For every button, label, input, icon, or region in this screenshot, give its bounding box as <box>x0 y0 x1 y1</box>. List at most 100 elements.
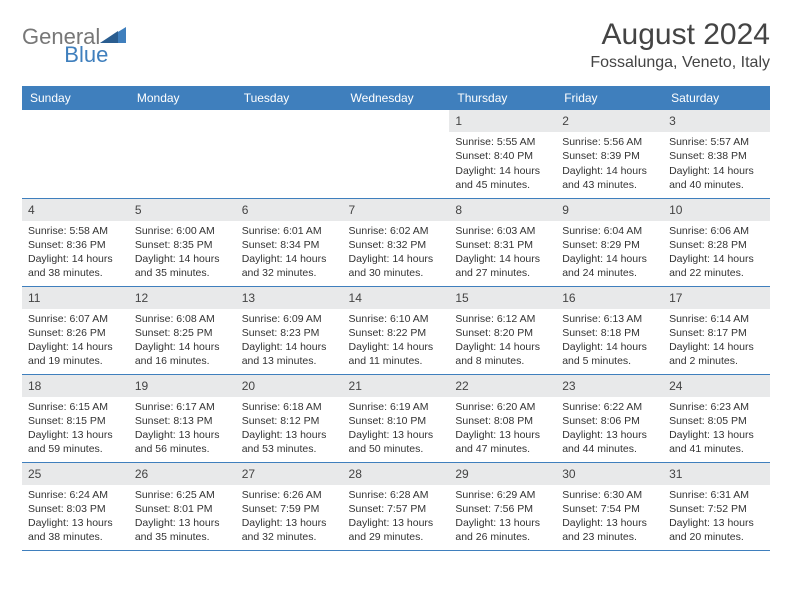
location-text: Fossalunga, Veneto, Italy <box>590 54 770 72</box>
calendar-day-cell: 8Sunrise: 6:03 AMSunset: 8:31 PMDaylight… <box>449 198 556 286</box>
sunset-line: Sunset: 7:54 PM <box>562 502 657 516</box>
sunrise-line: Sunrise: 6:03 AM <box>455 224 550 238</box>
sunrise-line: Sunrise: 5:56 AM <box>562 135 657 149</box>
calendar-day-cell: 14Sunrise: 6:10 AMSunset: 8:22 PMDayligh… <box>343 286 450 374</box>
calendar-day-cell <box>22 110 129 198</box>
calendar-day-cell: 28Sunrise: 6:28 AMSunset: 7:57 PMDayligh… <box>343 462 450 550</box>
calendar-day-cell: 5Sunrise: 6:00 AMSunset: 8:35 PMDaylight… <box>129 198 236 286</box>
weekday-header: Friday <box>556 86 663 110</box>
daylight-line: Daylight: 14 hours and 45 minutes. <box>455 164 550 192</box>
sunset-line: Sunset: 8:01 PM <box>135 502 230 516</box>
daylight-line: Daylight: 14 hours and 22 minutes. <box>669 252 764 280</box>
sunrise-line: Sunrise: 6:12 AM <box>455 312 550 326</box>
calendar-day-cell: 3Sunrise: 5:57 AMSunset: 8:38 PMDaylight… <box>663 110 770 198</box>
day-number: 31 <box>663 463 770 485</box>
daylight-line: Daylight: 13 hours and 44 minutes. <box>562 428 657 456</box>
day-number: 18 <box>22 375 129 397</box>
day-body: Sunrise: 6:13 AMSunset: 8:18 PMDaylight:… <box>556 309 663 373</box>
sunset-line: Sunset: 8:32 PM <box>349 238 444 252</box>
weekday-header: Sunday <box>22 86 129 110</box>
daylight-line: Daylight: 13 hours and 56 minutes. <box>135 428 230 456</box>
sunset-line: Sunset: 8:29 PM <box>562 238 657 252</box>
day-body: Sunrise: 6:24 AMSunset: 8:03 PMDaylight:… <box>22 485 129 549</box>
calendar-day-cell: 26Sunrise: 6:25 AMSunset: 8:01 PMDayligh… <box>129 462 236 550</box>
daylight-line: Daylight: 13 hours and 20 minutes. <box>669 516 764 544</box>
calendar-day-cell: 27Sunrise: 6:26 AMSunset: 7:59 PMDayligh… <box>236 462 343 550</box>
daylight-line: Daylight: 13 hours and 53 minutes. <box>242 428 337 456</box>
sunrise-line: Sunrise: 5:57 AM <box>669 135 764 149</box>
calendar-day-cell: 24Sunrise: 6:23 AMSunset: 8:05 PMDayligh… <box>663 374 770 462</box>
day-body: Sunrise: 6:14 AMSunset: 8:17 PMDaylight:… <box>663 309 770 373</box>
day-body: Sunrise: 6:08 AMSunset: 8:25 PMDaylight:… <box>129 309 236 373</box>
sunrise-line: Sunrise: 6:25 AM <box>135 488 230 502</box>
day-body: Sunrise: 6:12 AMSunset: 8:20 PMDaylight:… <box>449 309 556 373</box>
day-body: Sunrise: 6:26 AMSunset: 7:59 PMDaylight:… <box>236 485 343 549</box>
sunrise-line: Sunrise: 6:13 AM <box>562 312 657 326</box>
daylight-line: Daylight: 14 hours and 2 minutes. <box>669 340 764 368</box>
daylight-line: Daylight: 14 hours and 5 minutes. <box>562 340 657 368</box>
sunrise-line: Sunrise: 5:55 AM <box>455 135 550 149</box>
sunset-line: Sunset: 8:10 PM <box>349 414 444 428</box>
calendar-day-cell: 25Sunrise: 6:24 AMSunset: 8:03 PMDayligh… <box>22 462 129 550</box>
logo-text-blue: Blue <box>64 42 108 68</box>
sunrise-line: Sunrise: 6:30 AM <box>562 488 657 502</box>
sunset-line: Sunset: 8:35 PM <box>135 238 230 252</box>
sunrise-line: Sunrise: 6:10 AM <box>349 312 444 326</box>
sunrise-line: Sunrise: 5:58 AM <box>28 224 123 238</box>
sunset-line: Sunset: 7:52 PM <box>669 502 764 516</box>
calendar-week-row: 4Sunrise: 5:58 AMSunset: 8:36 PMDaylight… <box>22 198 770 286</box>
day-body: Sunrise: 6:22 AMSunset: 8:06 PMDaylight:… <box>556 397 663 461</box>
day-body: Sunrise: 6:28 AMSunset: 7:57 PMDaylight:… <box>343 485 450 549</box>
day-number: 22 <box>449 375 556 397</box>
day-number: 23 <box>556 375 663 397</box>
day-body: Sunrise: 6:30 AMSunset: 7:54 PMDaylight:… <box>556 485 663 549</box>
calendar-week-row: 11Sunrise: 6:07 AMSunset: 8:26 PMDayligh… <box>22 286 770 374</box>
sunrise-line: Sunrise: 6:04 AM <box>562 224 657 238</box>
daylight-line: Daylight: 13 hours and 26 minutes. <box>455 516 550 544</box>
day-body: Sunrise: 6:17 AMSunset: 8:13 PMDaylight:… <box>129 397 236 461</box>
calendar-day-cell: 16Sunrise: 6:13 AMSunset: 8:18 PMDayligh… <box>556 286 663 374</box>
header: General Blue August 2024 Fossalunga, Ven… <box>22 18 770 72</box>
weekday-header: Tuesday <box>236 86 343 110</box>
day-number: 25 <box>22 463 129 485</box>
calendar-day-cell: 17Sunrise: 6:14 AMSunset: 8:17 PMDayligh… <box>663 286 770 374</box>
day-body: Sunrise: 6:20 AMSunset: 8:08 PMDaylight:… <box>449 397 556 461</box>
day-number: 10 <box>663 199 770 221</box>
logo: General Blue <box>22 18 174 50</box>
sunrise-line: Sunrise: 6:00 AM <box>135 224 230 238</box>
sunset-line: Sunset: 8:26 PM <box>28 326 123 340</box>
sunset-line: Sunset: 8:05 PM <box>669 414 764 428</box>
day-number: 17 <box>663 287 770 309</box>
calendar-table: SundayMondayTuesdayWednesdayThursdayFrid… <box>22 86 770 551</box>
calendar-day-cell <box>129 110 236 198</box>
day-body: Sunrise: 6:00 AMSunset: 8:35 PMDaylight:… <box>129 221 236 285</box>
sunset-line: Sunset: 8:31 PM <box>455 238 550 252</box>
day-number: 1 <box>449 110 556 132</box>
day-body: Sunrise: 6:18 AMSunset: 8:12 PMDaylight:… <box>236 397 343 461</box>
calendar-day-cell: 22Sunrise: 6:20 AMSunset: 8:08 PMDayligh… <box>449 374 556 462</box>
day-body: Sunrise: 6:23 AMSunset: 8:05 PMDaylight:… <box>663 397 770 461</box>
sunset-line: Sunset: 7:57 PM <box>349 502 444 516</box>
day-number: 14 <box>343 287 450 309</box>
sunrise-line: Sunrise: 6:17 AM <box>135 400 230 414</box>
sunset-line: Sunset: 8:28 PM <box>669 238 764 252</box>
calendar-day-cell: 6Sunrise: 6:01 AMSunset: 8:34 PMDaylight… <box>236 198 343 286</box>
day-body: Sunrise: 6:19 AMSunset: 8:10 PMDaylight:… <box>343 397 450 461</box>
day-number: 28 <box>343 463 450 485</box>
calendar-day-cell: 4Sunrise: 5:58 AMSunset: 8:36 PMDaylight… <box>22 198 129 286</box>
day-body: Sunrise: 5:56 AMSunset: 8:39 PMDaylight:… <box>556 132 663 196</box>
day-body: Sunrise: 6:29 AMSunset: 7:56 PMDaylight:… <box>449 485 556 549</box>
day-body: Sunrise: 6:09 AMSunset: 8:23 PMDaylight:… <box>236 309 343 373</box>
calendar-day-cell: 30Sunrise: 6:30 AMSunset: 7:54 PMDayligh… <box>556 462 663 550</box>
sunrise-line: Sunrise: 6:28 AM <box>349 488 444 502</box>
calendar-day-cell: 19Sunrise: 6:17 AMSunset: 8:13 PMDayligh… <box>129 374 236 462</box>
sunset-line: Sunset: 8:22 PM <box>349 326 444 340</box>
daylight-line: Daylight: 13 hours and 29 minutes. <box>349 516 444 544</box>
sunrise-line: Sunrise: 6:15 AM <box>28 400 123 414</box>
day-number: 16 <box>556 287 663 309</box>
day-body: Sunrise: 6:02 AMSunset: 8:32 PMDaylight:… <box>343 221 450 285</box>
day-number: 2 <box>556 110 663 132</box>
day-body: Sunrise: 6:10 AMSunset: 8:22 PMDaylight:… <box>343 309 450 373</box>
daylight-line: Daylight: 13 hours and 23 minutes. <box>562 516 657 544</box>
calendar-week-row: 25Sunrise: 6:24 AMSunset: 8:03 PMDayligh… <box>22 462 770 550</box>
